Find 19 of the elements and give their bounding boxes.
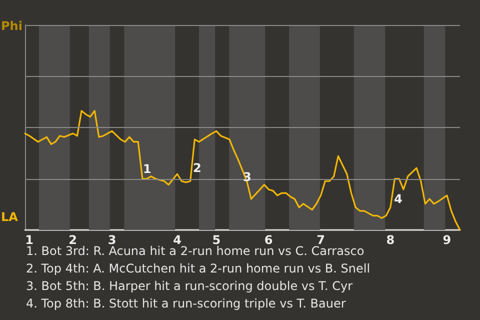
x-tick-label: 1 — [25, 233, 34, 247]
annotation: 1 — [143, 162, 152, 176]
x-tick-label: 8 — [386, 233, 395, 247]
x-tick-label: 2 — [68, 233, 78, 247]
text: 3. Bot 5th: B. Harper hit a run-scoring double vs T. Cyr — [26, 279, 353, 293]
text: 2. Top 4th: A. McCutchen hit a 2-run home run vs B. Snell — [26, 262, 370, 276]
x-tick-label: 6 — [264, 233, 273, 247]
annotation: 3 — [243, 170, 252, 184]
annotation: 4 — [394, 192, 402, 206]
x-tick-label: 9 — [442, 233, 452, 247]
x-tick-label: 3 — [108, 233, 116, 247]
text: 4. Top 8th: B. Stott hit a run-scoring triple vs T. Bauer — [26, 296, 346, 310]
x-tick-label: 5 — [212, 233, 221, 247]
text: Phi — [1, 19, 22, 33]
annotation: 2 — [193, 161, 202, 175]
x-tick-label: 4 — [173, 233, 182, 247]
text: LA — [1, 210, 19, 224]
text: 1. Bot 3rd: R. Acuna hit a 2-run home run vs C. Carrasco — [26, 244, 364, 258]
x-tick-label: 7 — [316, 233, 325, 247]
